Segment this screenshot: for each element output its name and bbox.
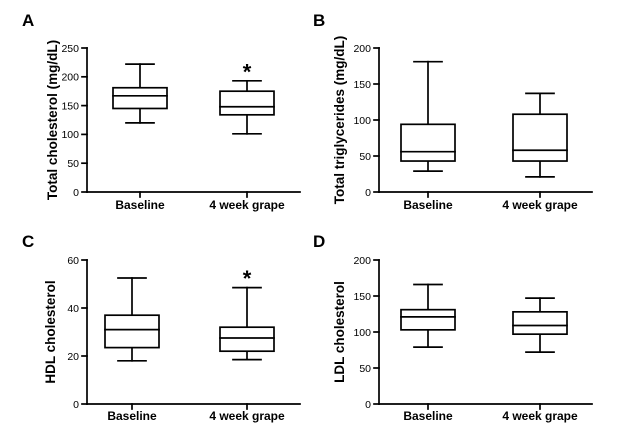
iqr-box xyxy=(219,90,275,116)
significance-asterisk: * xyxy=(243,266,252,291)
y-tick-label: 20 xyxy=(67,351,79,363)
y-tick-label: 150 xyxy=(353,79,371,91)
y-axis-label: LDL cholesterol xyxy=(332,281,347,383)
y-axis-label: HDL cholesterol xyxy=(43,280,58,383)
box-grape: * xyxy=(219,59,275,198)
y-tick-label: 0 xyxy=(73,187,79,199)
significance-asterisk: * xyxy=(243,59,252,84)
iqr-box xyxy=(512,310,568,336)
iqr-box xyxy=(219,326,275,353)
category-label: Baseline xyxy=(403,198,453,212)
box-baseline xyxy=(400,60,456,198)
chart-panel-b: B Total triglycerides (mg/dL) 0 50 100 150 200… xyxy=(313,11,593,212)
y-axis-label: Total triglycerides (mg/dL) xyxy=(332,36,347,205)
box-baseline xyxy=(104,277,160,410)
category-label: Baseline xyxy=(107,409,157,423)
category-label: 4 week grape xyxy=(209,409,285,423)
y-tick-label: 0 xyxy=(73,399,79,411)
y-tick-label: 100 xyxy=(353,115,371,127)
y-tick-label: 100 xyxy=(61,129,79,141)
y-tick-label: 150 xyxy=(61,100,79,112)
y-tick-label: 150 xyxy=(353,291,371,303)
iqr-box xyxy=(400,123,456,162)
panel-label: A xyxy=(22,11,34,30)
y-tick-label: 250 xyxy=(61,43,79,55)
panel-label: B xyxy=(313,11,325,30)
chart-panel-a: A Total cholesterol (mg/dL) 0 50 100 150 200 25… xyxy=(22,11,301,212)
y-tick-label: 0 xyxy=(365,187,371,199)
box-grape xyxy=(512,297,568,410)
y-tick-label: 50 xyxy=(67,158,79,170)
box-baseline xyxy=(112,63,168,198)
category-label: Baseline xyxy=(115,198,165,212)
category-label: 4 week grape xyxy=(502,198,578,212)
chart-panel-c: C HDL cholesterol 0 20 40 60 Baseline * 4 week g… xyxy=(22,232,301,423)
y-tick-label: 200 xyxy=(61,72,79,84)
y-tick-label: 50 xyxy=(359,151,371,163)
chart-panel-d: D LDL cholesterol 0 50 100 150 200 Baseline 4 we… xyxy=(313,232,593,423)
box-baseline xyxy=(400,283,456,410)
y-tick-label: 0 xyxy=(365,399,371,411)
y-tick-label: 200 xyxy=(353,255,371,267)
box-grape xyxy=(512,92,568,198)
y-tick-label: 50 xyxy=(359,363,371,375)
category-label: 4 week grape xyxy=(209,198,285,212)
panel-label: C xyxy=(22,232,34,251)
iqr-box xyxy=(112,86,168,110)
panel-label: D xyxy=(313,232,325,251)
iqr-box xyxy=(400,308,456,331)
iqr-box xyxy=(104,314,160,349)
y-tick-label: 200 xyxy=(353,43,371,55)
y-axis-label: Total cholesterol (mg/dL) xyxy=(45,40,60,200)
category-label: 4 week grape xyxy=(502,409,578,423)
category-label: Baseline xyxy=(403,409,453,423)
iqr-box xyxy=(512,113,568,162)
y-tick-label: 100 xyxy=(353,327,371,339)
y-tick-label: 40 xyxy=(67,303,79,315)
y-tick-label: 60 xyxy=(67,255,79,267)
box-grape: * xyxy=(219,266,275,410)
